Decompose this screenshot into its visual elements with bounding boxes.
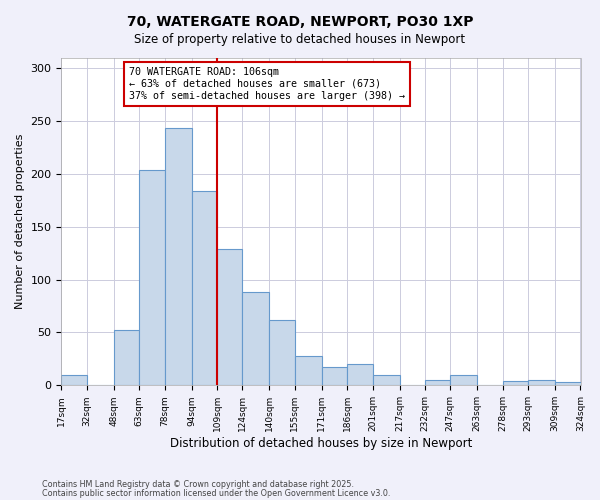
Text: 70, WATERGATE ROAD, NEWPORT, PO30 1XP: 70, WATERGATE ROAD, NEWPORT, PO30 1XP xyxy=(127,15,473,29)
Bar xyxy=(528,380,555,386)
Bar xyxy=(269,320,295,386)
Bar xyxy=(425,380,451,386)
Text: Size of property relative to detached houses in Newport: Size of property relative to detached ho… xyxy=(134,32,466,46)
Bar xyxy=(191,191,217,386)
Bar xyxy=(503,381,528,386)
Text: Contains HM Land Registry data © Crown copyright and database right 2025.: Contains HM Land Registry data © Crown c… xyxy=(42,480,354,489)
Bar xyxy=(217,249,242,386)
Bar xyxy=(347,364,373,386)
Bar xyxy=(114,330,139,386)
Text: 70 WATERGATE ROAD: 106sqm
← 63% of detached houses are smaller (673)
37% of semi: 70 WATERGATE ROAD: 106sqm ← 63% of detac… xyxy=(129,68,405,100)
Y-axis label: Number of detached properties: Number of detached properties xyxy=(15,134,25,309)
Bar xyxy=(555,382,581,386)
X-axis label: Distribution of detached houses by size in Newport: Distribution of detached houses by size … xyxy=(170,437,472,450)
Bar xyxy=(322,368,347,386)
Text: Contains public sector information licensed under the Open Government Licence v3: Contains public sector information licen… xyxy=(42,488,391,498)
Bar xyxy=(295,356,322,386)
Bar xyxy=(61,375,87,386)
Bar xyxy=(242,292,269,386)
Bar xyxy=(451,375,478,386)
Bar xyxy=(373,375,400,386)
Bar xyxy=(164,128,191,386)
Bar xyxy=(139,170,164,386)
